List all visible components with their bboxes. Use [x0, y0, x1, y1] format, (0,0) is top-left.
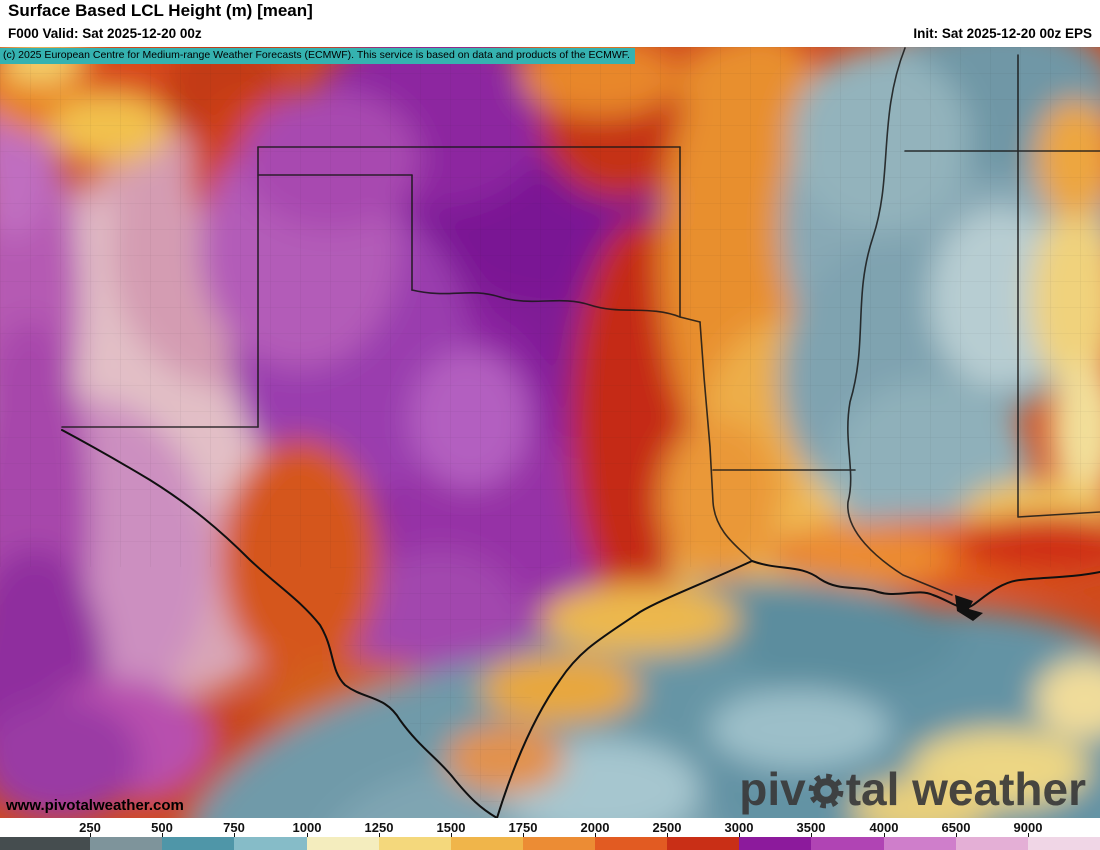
colorbar-tick-mark: [523, 833, 524, 837]
colorbar-tick-label: 1000: [292, 820, 322, 835]
colorbar-segment: [883, 837, 956, 850]
lcl-field-map: [0, 47, 1100, 818]
colorbar-tick-mark: [234, 833, 235, 837]
subheader: F000 Valid: Sat 2025-12-20 00z Init: Sat…: [0, 26, 1100, 41]
colorbar-tick-label: 1250: [364, 820, 394, 835]
colorbar-segment: [739, 837, 812, 850]
colorbar-tick-label: 750: [223, 820, 245, 835]
header: Surface Based LCL Height (m) [mean] F000…: [0, 0, 1100, 47]
map-title: Surface Based LCL Height (m) [mean]: [8, 1, 313, 20]
colorbar-segment: [811, 837, 884, 850]
colorbar: 250 500 750 1000 1250 1500 1750 2000 2500 3000 350…: [0, 818, 1100, 850]
init-time-label: Init: Sat 2025-12-20 00z EPS: [913, 26, 1092, 41]
colorbar-tick-mark: [379, 833, 380, 837]
colorbar-segment: [378, 837, 451, 850]
colorbar-tick-mark: [667, 833, 668, 837]
colorbar-segment: [667, 837, 740, 850]
brand-text-post: tal weather: [845, 763, 1086, 815]
colorbar-segment: [234, 837, 307, 850]
colorbar-segment: [1027, 837, 1100, 850]
colorbar-labels: 250 500 750 1000 1250 1500 1750 2000 2500 3000 350…: [0, 818, 1100, 837]
colorbar-strip: [0, 837, 1100, 850]
weather-map: (c) 2025 European Centre for Medium-rang…: [0, 47, 1100, 818]
colorbar-segment: [450, 837, 523, 850]
colorbar-tick-mark: [90, 833, 91, 837]
colorbar-tick-mark: [811, 833, 812, 837]
colorbar-tick-mark: [595, 833, 596, 837]
colorbar-segment: [306, 837, 379, 850]
colorbar-tick-label: 9000: [1013, 820, 1043, 835]
colorbar-tick-label: 3500: [796, 820, 826, 835]
colorbar-tick-mark: [884, 833, 885, 837]
mississippi-delta: [955, 595, 983, 621]
colorbar-segment: [522, 837, 596, 850]
colorbar-tick-mark: [451, 833, 452, 837]
copyright-banner: (c) 2025 European Centre for Medium-rang…: [0, 48, 635, 64]
colorbar-tick-label: 2500: [652, 820, 682, 835]
colorbar-tick-label: 1750: [508, 820, 538, 835]
colorbar-segment: [90, 837, 163, 850]
colorbar-tick-mark: [307, 833, 308, 837]
valid-time-label: F000 Valid: Sat 2025-12-20 00z: [8, 26, 202, 41]
colorbar-segment: [955, 837, 1028, 850]
coastline: [61, 429, 1100, 818]
brand-text-pre: piv: [739, 763, 806, 815]
colorbar-tick-label: 500: [151, 820, 173, 835]
colorbar-tick-label: 4000: [869, 820, 899, 835]
state-borders: [61, 47, 1100, 596]
colorbar-tick-label: 1500: [436, 820, 466, 835]
colorbar-tick-mark: [1028, 833, 1029, 837]
county-grid: [0, 47, 1100, 818]
colorbar-segment: [162, 837, 235, 850]
colorbar-tick-label: 3000: [724, 820, 754, 835]
colorbar-tick-label: 2000: [580, 820, 610, 835]
gear-icon: [808, 773, 844, 809]
colorbar-tick-mark: [739, 833, 740, 837]
colorbar-tick-mark: [956, 833, 957, 837]
colorbar-segment: [0, 837, 91, 850]
colorbar-tick-mark: [162, 833, 163, 837]
colorbar-segment: [595, 837, 668, 850]
colorbar-tick-label: 250: [79, 820, 101, 835]
brand-watermark: piv tal weather: [739, 766, 1086, 812]
site-url: www.pivotalweather.com: [6, 797, 184, 814]
colorbar-tick-label: 6500: [941, 820, 971, 835]
